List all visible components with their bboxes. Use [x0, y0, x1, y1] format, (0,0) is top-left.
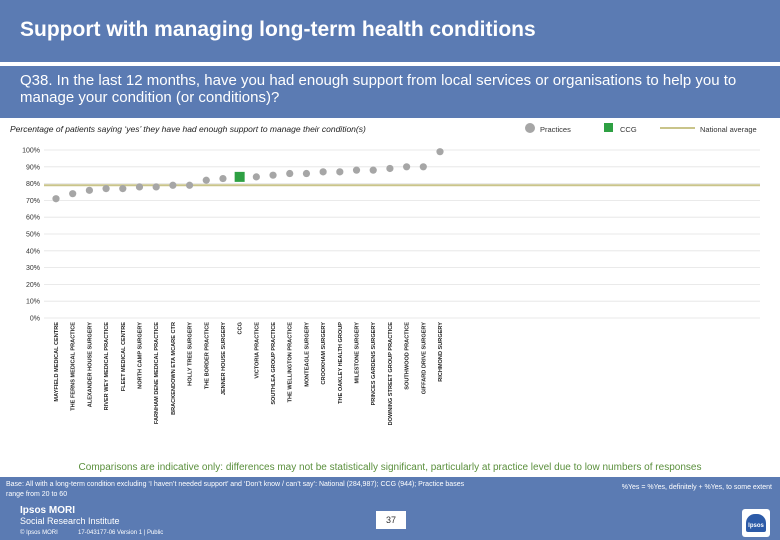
logo-line2: Social Research Institute: [20, 516, 120, 526]
category-label: MAYFIELD MEDICAL CENTRE: [54, 322, 60, 402]
page-number: 37: [376, 511, 406, 529]
practice-point: [85, 186, 93, 194]
practice-point: [436, 148, 444, 156]
practice-point: [302, 169, 311, 178]
practice-point: [369, 166, 377, 174]
practice-point: [319, 168, 327, 176]
category-label: BRACKENDOWN ETA MCARE CTR: [171, 322, 177, 415]
y-tick-label: 0%: [30, 316, 40, 323]
question-text: Q38. In the last 12 months, have you had…: [20, 72, 737, 106]
page-title: Support with managing long-term health c…: [20, 18, 536, 41]
practice-point: [386, 164, 394, 173]
practice-point: [286, 169, 294, 178]
category-label: SOUTHLEA GROUP PRACTICE: [271, 322, 277, 405]
category-label: PRINCES GARDENS SURGERY: [371, 322, 377, 406]
definition-text: %Yes = %Yes, definitely + %Yes, to some …: [621, 484, 772, 491]
legend-practices-label: Practices: [540, 125, 571, 134]
category-label: MONTEAGLE SURGERY: [304, 322, 310, 387]
practice-point: [202, 176, 210, 184]
practice-point: [152, 183, 160, 191]
category-labels: MAYFIELD MEDICAL CENTRE THE FERNS MEDICAL…: [54, 322, 444, 426]
category-label: FLEET MEDICAL CENTRE: [121, 322, 127, 391]
category-label: VICTORIA PRACTICE: [254, 322, 260, 379]
practice-point: [102, 185, 110, 193]
chart-subtitle: Percentage of patients saying ‘yes’ they…: [10, 124, 366, 134]
category-label: ALEXANDER HOUSE SURGERY: [87, 322, 93, 408]
y-tick-label: 40%: [26, 248, 40, 255]
y-tick-label: 10%: [26, 299, 40, 306]
practice-point: [419, 163, 427, 171]
ccg-point: [234, 171, 245, 182]
practice-point: [52, 195, 60, 203]
category-label: NORTH CAMP SURGERY: [137, 322, 143, 389]
category-label: JENNER HOUSE SURGERY: [221, 322, 227, 395]
ipsos-badge-icon: Ipsos: [742, 509, 770, 537]
practice-point: [185, 181, 194, 189]
copyright: © Ipsos MORI: [20, 530, 58, 536]
category-label: THE OAKLEY HEALTH GROUP: [338, 322, 344, 404]
legend-ccg-label: CCG: [620, 125, 637, 134]
category-label: SOUTHWOOD PRACTICE: [405, 322, 411, 390]
category-label: RIVER WEY MEDICAL PRACTICE: [104, 322, 110, 411]
ipsos-logo-icon: Ipsos: [746, 514, 766, 532]
category-label: DOWNING STREET GROUP PRACTICE: [388, 322, 394, 426]
y-tick-label: 100%: [22, 148, 40, 155]
category-label: HOLLY TREE SURGERY: [188, 322, 194, 386]
practice-point: [403, 163, 411, 171]
base-text: Base: All with a long-term condition exc…: [6, 481, 465, 498]
practice-point: [169, 181, 177, 189]
logo-line1: Ipsos MORI: [20, 505, 76, 516]
practice-point: [336, 168, 344, 176]
y-tick-label: 20%: [26, 282, 40, 289]
version-text: 17-043177-06 Version 1 | Public: [78, 530, 164, 536]
y-tick-label: 60%: [26, 215, 40, 222]
legend-practices-marker: [525, 123, 535, 133]
category-label: RICHMOND SURGERY: [438, 322, 444, 382]
practice-point: [135, 183, 144, 191]
category-label: THE BORDER PRACTICE: [204, 322, 210, 389]
category-label: MILESTONE SURGERY: [355, 322, 361, 384]
ipsos-mori-logo: Ipsos MORI Social Research Institute: [20, 505, 120, 527]
practice-point: [219, 174, 227, 183]
y-tick-label: 50%: [26, 232, 40, 239]
y-tick-label: 80%: [26, 181, 40, 188]
question-box: Q38. In the last 12 months, have you had…: [0, 66, 780, 118]
category-label: THE FERNS MEDICAL PRACTICE: [71, 322, 77, 411]
category-label: GIFFARD DRIVE SURGERY: [421, 322, 427, 394]
practice-point: [119, 185, 127, 193]
practice-point: [252, 173, 260, 181]
data-points: [52, 148, 444, 203]
gridlines: [44, 149, 760, 319]
chart: Percentage of patients saying ‘yes’ they…: [10, 123, 760, 426]
category-label: THE WELLINGTON PRACTICE: [288, 322, 294, 403]
category-label: CROOKHAM SURGERY: [321, 322, 327, 385]
practice-point: [352, 166, 361, 174]
category-label: FARNHAM DENE MEDICAL PRACTICE: [154, 322, 160, 424]
legend-national-label: National average: [700, 125, 757, 134]
category-label: CCG: [238, 322, 244, 334]
comparison-note: Comparisons are indicative only: differe…: [78, 462, 702, 473]
y-tick-label: 30%: [26, 265, 40, 272]
y-tick-label: 70%: [26, 198, 40, 205]
y-tick-label: 90%: [26, 164, 40, 171]
y-axis: 0% 10% 20% 30% 40% 50% 60% 70% 80% 90% 100%: [22, 148, 40, 323]
header-bar: Support with managing long-term health c…: [0, 0, 780, 62]
practice-point: [69, 190, 77, 198]
legend-ccg-marker: [604, 123, 613, 132]
practice-point: [269, 171, 277, 179]
footer-bar: Base: All with a long-term condition exc…: [0, 477, 780, 540]
